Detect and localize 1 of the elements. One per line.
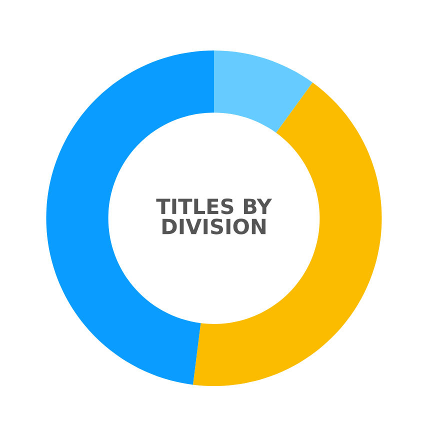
- text: TITLES BY DIVISION: [156, 198, 272, 234]
